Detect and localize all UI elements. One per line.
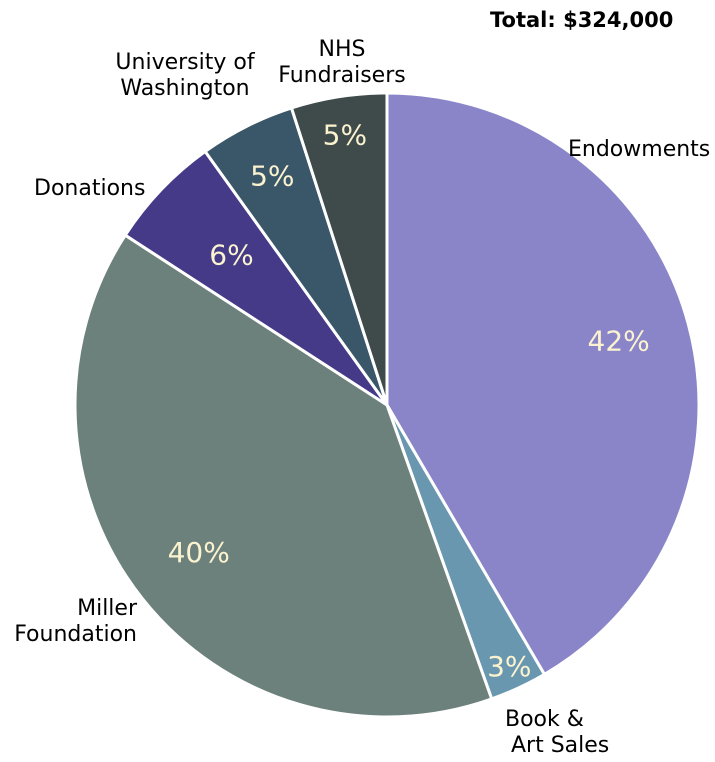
- percent-labels: 42% 3% 40% 6% 5% 5%: [168, 118, 650, 683]
- total-label: Total: $324,000: [490, 8, 674, 32]
- pie-slices: [73, 91, 701, 719]
- label-nhs-fundraisers: NHS Fundraisers: [278, 37, 406, 88]
- percent-label-4: 5%: [250, 159, 294, 192]
- percent-label-3: 6%: [209, 239, 253, 272]
- label-book-art-sales: Book & Art Sales: [505, 707, 610, 758]
- pie-slice-0: [385, 91, 701, 677]
- label-endowments: Endowments: [568, 137, 711, 162]
- pie-slice-5: [289, 91, 389, 406]
- percent-label-5: 5%: [323, 118, 367, 151]
- percent-label-1: 3%: [487, 650, 531, 683]
- pie-slice-2: [73, 233, 494, 719]
- percent-label-2: 40%: [168, 536, 230, 569]
- label-miller-foundation: Miller Foundation: [14, 596, 137, 647]
- percent-label-0: 42%: [588, 324, 650, 357]
- label-donations: Donations: [34, 176, 146, 201]
- label-university-of-washington: University of Washington: [115, 50, 255, 101]
